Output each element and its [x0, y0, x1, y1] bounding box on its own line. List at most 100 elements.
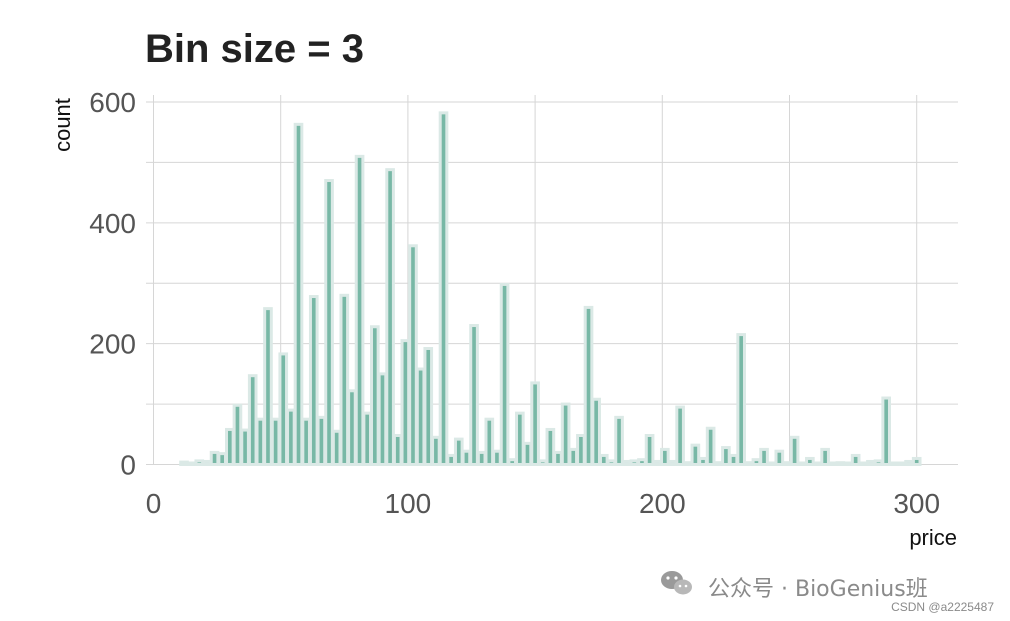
- histogram-bar: [186, 461, 197, 466]
- histogram-bar: [492, 449, 502, 467]
- histogram-bar: [614, 415, 624, 467]
- histogram-bar: [621, 459, 632, 467]
- histogram-bar: [667, 459, 678, 467]
- histogram-bar: [209, 450, 220, 466]
- histogram-bar: [415, 367, 426, 467]
- histogram-bar: [515, 411, 525, 467]
- watermark: 公众号 · BioGenius班 CSDN @a2225487: [661, 571, 994, 614]
- histogram-bar: [560, 402, 571, 466]
- histogram-bar: [301, 417, 311, 466]
- histogram-bar: [820, 447, 830, 466]
- histogram-bar: [270, 417, 281, 466]
- histogram-bar: [263, 307, 273, 466]
- tick-labels: 0 100 200 300 0 200 400 600: [89, 87, 940, 519]
- histogram-bar: [225, 427, 235, 466]
- histogram-bar: [339, 293, 350, 466]
- histogram-bar: [431, 435, 441, 467]
- histogram-bar: [606, 459, 617, 466]
- histogram-bar: [652, 459, 663, 467]
- histogram-bar: [713, 461, 724, 467]
- histogram-bar: [537, 459, 548, 466]
- histogram-bar: [743, 461, 754, 467]
- histogram-bar: [385, 168, 395, 467]
- histogram-bar: [469, 324, 479, 466]
- histogram-bar: [675, 405, 685, 467]
- histogram-bar: [362, 411, 373, 467]
- histogram-bar: [179, 460, 189, 466]
- histogram-bar: [202, 459, 212, 467]
- x-axis-label: price: [909, 525, 957, 550]
- histogram-bar: [888, 461, 899, 466]
- histogram-bar: [759, 447, 769, 466]
- histogram-bar: [881, 396, 891, 466]
- histogram-bar: [728, 453, 739, 467]
- bars: [179, 111, 922, 467]
- histogram-bar: [797, 461, 808, 466]
- histogram-bar: [736, 333, 746, 466]
- y-tick-label: 400: [89, 208, 136, 239]
- histogram-bar: [316, 415, 327, 467]
- y-tick-label: 200: [89, 329, 136, 360]
- histogram-bar: [568, 447, 579, 466]
- histogram-bar: [194, 459, 205, 466]
- x-tick-label: 200: [639, 488, 686, 519]
- histogram-bar: [507, 458, 518, 467]
- histogram-bar: [286, 408, 296, 467]
- histogram-bar: [789, 435, 800, 467]
- histogram-bar: [751, 458, 762, 467]
- histogram-bar: [370, 325, 380, 466]
- histogram-bar: [660, 447, 670, 466]
- histogram-bar: [446, 453, 456, 467]
- histogram-bar: [843, 461, 853, 466]
- histogram-bar: [240, 428, 250, 467]
- histogram-bar: [583, 305, 594, 466]
- histogram-bar: [644, 433, 655, 467]
- histogram-bar: [232, 403, 243, 466]
- histogram-bar: [400, 339, 411, 467]
- histogram-bar: [858, 461, 869, 466]
- histogram-bar: [911, 456, 922, 467]
- histogram-bar: [827, 461, 838, 466]
- histogram-bar: [690, 443, 701, 466]
- histogram-bar: [331, 429, 342, 467]
- histogram-bar: [873, 459, 884, 466]
- x-tick-label: 0: [146, 488, 162, 519]
- histogram-bar: [805, 456, 815, 467]
- histogram-bar: [705, 426, 716, 466]
- histogram-bar: [812, 461, 823, 466]
- histogram-bar: [530, 381, 540, 467]
- histogram-bar: [408, 244, 418, 466]
- histogram-bar: [453, 437, 464, 466]
- histogram-bar: [835, 461, 846, 467]
- histogram-bar: [293, 122, 304, 467]
- y-tick-label: 0: [120, 450, 136, 481]
- chart-title: Bin size = 3: [145, 27, 364, 71]
- histogram-bar: [354, 154, 365, 466]
- wechat-icon: [661, 571, 692, 595]
- y-axis-label: count: [50, 98, 75, 152]
- histogram-bar: [591, 397, 601, 466]
- histogram-bar: [629, 459, 640, 466]
- grid-lines: [146, 95, 958, 465]
- histogram-bar: [255, 417, 266, 466]
- histogram-bar: [484, 417, 495, 466]
- histogram-bar: [682, 461, 693, 467]
- histogram-bar: [598, 453, 609, 467]
- histogram-bar: [499, 282, 510, 466]
- histogram-bar: [774, 449, 785, 467]
- y-tick-label: 600: [89, 87, 136, 118]
- histogram-bar: [522, 441, 533, 466]
- histogram-bar: [247, 374, 258, 466]
- histogram-bar: [904, 459, 914, 467]
- histogram-bar: [377, 372, 388, 466]
- histogram-bar: [278, 352, 289, 466]
- histogram-bar: [866, 459, 876, 467]
- histogram-bar: [850, 453, 861, 467]
- histogram-bar: [896, 461, 907, 466]
- x-tick-label: 100: [385, 488, 432, 519]
- histogram-bar: [476, 450, 487, 466]
- histogram-bar: [553, 450, 563, 466]
- histogram-bar: [637, 458, 647, 467]
- watermark-channel: 公众号 · BioGenius班: [708, 577, 928, 602]
